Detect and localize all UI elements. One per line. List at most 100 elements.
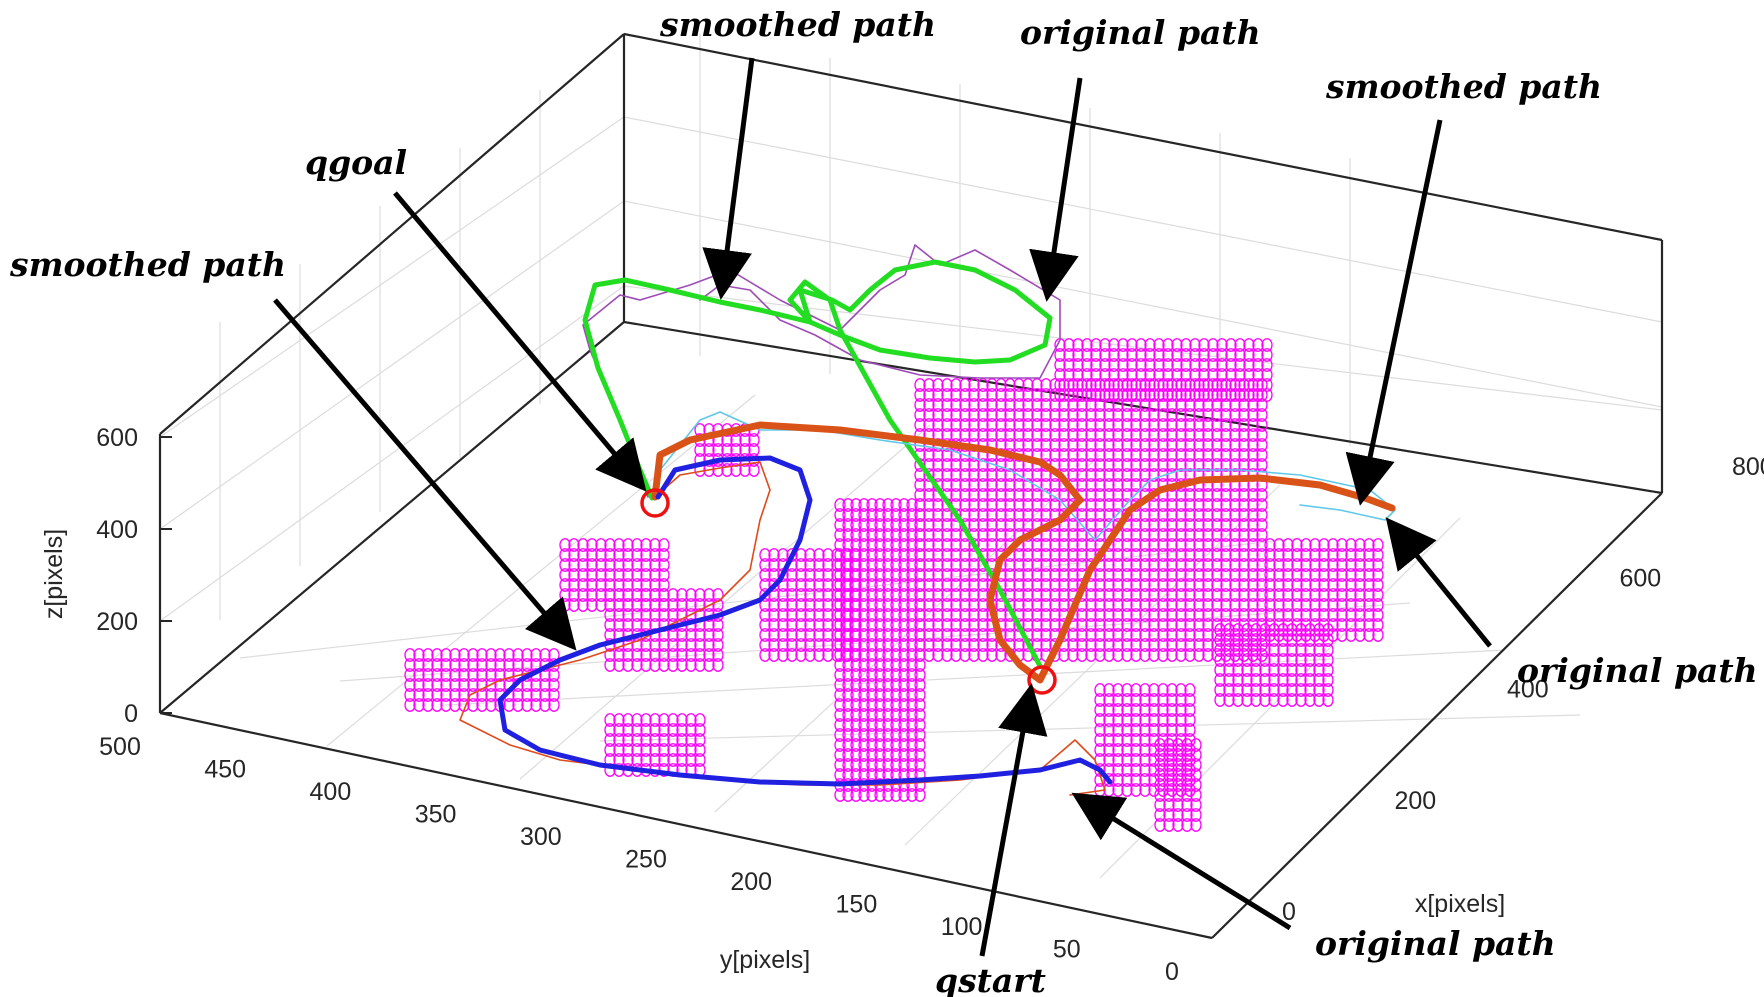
obstacle-marker (914, 468, 926, 482)
obstacle-marker (1004, 508, 1016, 522)
obstacle-marker (1345, 618, 1357, 632)
obstacle-marker (858, 678, 870, 692)
obstacle-marker (640, 648, 652, 662)
obstacle-marker (1184, 418, 1196, 432)
obstacle-marker (1076, 628, 1088, 642)
obstacle-marker (1085, 598, 1097, 612)
z-tick-label: 200 (96, 608, 138, 636)
obstacle-marker (1189, 378, 1201, 392)
obstacle-marker (1094, 478, 1106, 492)
obstacle-marker (831, 568, 843, 582)
obstacle-marker (906, 668, 918, 682)
obstacle-marker (822, 628, 834, 642)
obstacle-marker (1181, 818, 1193, 832)
obstacle-marker (1049, 608, 1061, 622)
obstacle-marker (512, 658, 524, 672)
obstacle-marker (874, 558, 886, 572)
obstacle-marker (1220, 608, 1232, 622)
obstacle-marker (739, 433, 751, 447)
obstacle-marker (968, 648, 980, 662)
obstacle-marker (882, 518, 894, 532)
obstacle-marker (1139, 478, 1151, 492)
obstacle-marker (858, 558, 870, 572)
obstacle-marker (1259, 693, 1271, 707)
obstacle-marker (1166, 498, 1178, 512)
obstacle-marker (986, 398, 998, 412)
obstacle-marker (712, 638, 724, 652)
obstacle-marker (840, 558, 852, 572)
obstacle-marker (604, 558, 616, 572)
obstacle-marker (622, 538, 634, 552)
obstacle-marker (968, 428, 980, 442)
obstacle-marker (1256, 418, 1268, 432)
obstacle-marker (467, 678, 479, 692)
obstacle-marker (1166, 428, 1178, 442)
obstacle-marker (1243, 358, 1255, 372)
obstacle-marker (842, 788, 854, 802)
obstacle-marker (866, 668, 878, 682)
obstacle-marker (1175, 578, 1187, 592)
obstacle-block (1154, 738, 1202, 832)
obstacle-marker (1273, 608, 1285, 622)
obstacle-marker (822, 548, 834, 562)
obstacle-marker (1166, 618, 1178, 632)
obstacle-marker (923, 498, 935, 512)
obstacle-marker (914, 618, 926, 632)
obstacle-marker (422, 648, 434, 662)
obstacle-marker (1148, 763, 1160, 777)
obstacle-marker (1166, 723, 1178, 737)
original-path-green-series (582, 244, 1061, 498)
obstacles (404, 338, 1384, 832)
obstacle-marker (1121, 703, 1133, 717)
obstacle-marker (1112, 418, 1124, 432)
obstacle-marker (631, 743, 643, 757)
obstacle-marker (1121, 648, 1133, 662)
obstacle-marker (759, 628, 771, 642)
obstacle-marker (1277, 643, 1289, 657)
obstacle-marker (1058, 458, 1070, 472)
obstacle-marker (959, 558, 971, 572)
obstacle-marker (559, 578, 571, 592)
obstacle-marker (1261, 378, 1273, 392)
obstacle-marker (906, 788, 918, 802)
obstacle-marker (1130, 428, 1142, 442)
obstacle-marker (1241, 653, 1253, 667)
obstacle-marker (959, 388, 971, 402)
obstacle-marker (1076, 458, 1088, 472)
obstacle-marker (1175, 588, 1187, 602)
obstacle-marker (1121, 723, 1133, 737)
obstacle-marker (1211, 438, 1223, 452)
obstacle-marker (1112, 488, 1124, 502)
obstacle-marker (1130, 438, 1142, 452)
obstacle-marker (923, 588, 935, 602)
obstacle-marker (1264, 598, 1276, 612)
obstacle-marker (1076, 408, 1088, 422)
obstacle-marker (1049, 388, 1061, 402)
obstacle-marker (1085, 648, 1097, 662)
obstacle-marker (631, 638, 643, 652)
obstacle-marker (613, 578, 625, 592)
obstacle-marker (850, 518, 862, 532)
obstacle-marker (404, 678, 416, 692)
obstacle-marker (1184, 713, 1196, 727)
obstacle-marker (1232, 683, 1244, 697)
obstacle-marker (804, 638, 816, 652)
obstacle-marker (1220, 508, 1232, 522)
obstacle-marker (694, 743, 706, 757)
obstacle-marker (834, 788, 846, 802)
obstacle-marker (458, 678, 470, 692)
obstacle-marker (1190, 818, 1202, 832)
obstacle-marker (1247, 498, 1259, 512)
obstacle-marker (1295, 693, 1307, 707)
obstacle-marker (1004, 408, 1016, 422)
obstacle-marker (866, 678, 878, 692)
obstacle-marker (1214, 693, 1226, 707)
obstacle-marker (866, 708, 878, 722)
obstacle-marker (676, 723, 688, 737)
obstacle-marker (1309, 588, 1321, 602)
obstacle-marker (1157, 588, 1169, 602)
obstacle-marker (685, 628, 697, 642)
obstacle-marker (1214, 653, 1226, 667)
obstacle-marker (1259, 633, 1271, 647)
y-tick-label: 150 (836, 891, 878, 919)
